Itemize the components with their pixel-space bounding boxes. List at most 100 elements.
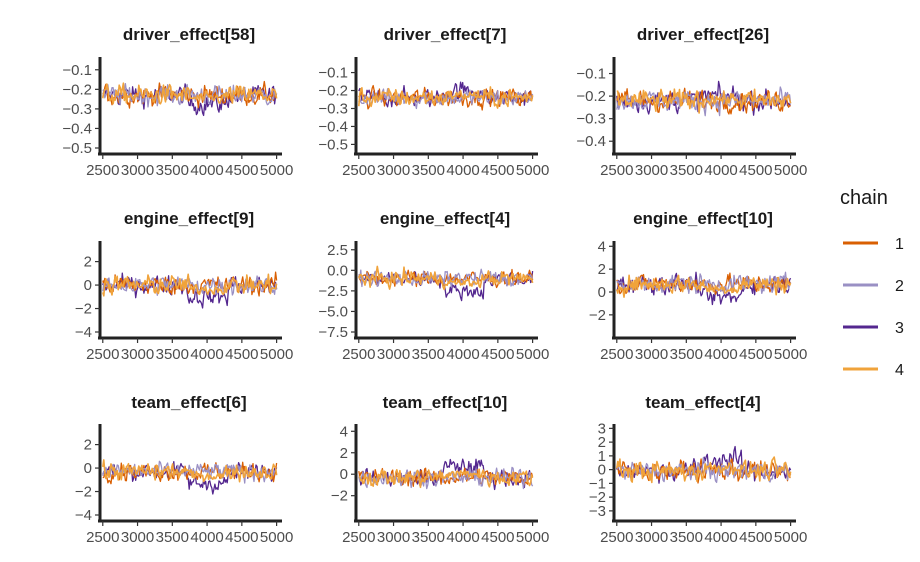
y-tick-label: −0.1 [318,65,348,82]
y-tick-label: 2 [84,254,92,271]
trace-chain-4 [616,456,792,484]
traces [358,81,534,111]
x-tick-label: 5000 [774,162,807,179]
y-tick-label: −4 [75,324,92,341]
panel-title: driver_effect[58] [123,25,255,44]
legend-label: 2 [895,278,904,295]
x-tick-label: 3500 [670,529,703,546]
x-tick-label: 2500 [86,346,119,363]
trace-chain-4 [102,459,278,483]
x-tick-label: 2500 [600,529,633,546]
y-tick-label: 2 [340,445,348,462]
panel-title: team_effect[6] [131,393,246,412]
x-tick-label: 5000 [774,529,807,546]
x-tick-label: 5000 [260,162,293,179]
panel-1: driver_effect[58] −0.1 −0.2 −0.3 −0.4 −0.5 250… [62,25,293,179]
x-tick-label: 4000 [446,162,479,179]
y-tick-label: 2 [84,437,92,454]
x-tick-label: 3000 [121,346,154,363]
x-tick-label: 3000 [377,346,410,363]
panel-title: team_effect[10] [383,393,508,412]
x-tick-label: 3500 [156,162,189,179]
panel-2: driver_effect[7] −0.1−0.2−0.3−0.4−0.5 2500… [318,25,549,179]
y-tick-label: −0.4 [318,118,348,135]
x-tick-label: 5000 [260,529,293,546]
panel-title: engine_effect[10] [633,209,773,228]
trace-chain-2 [358,268,534,288]
facet-panels: driver_effect[58]−0.1−0.2−0.3−0.4−0.5250… [62,25,807,546]
y-tick-label: 0.0 [327,262,348,279]
panel-3: driver_effect[26] −0.1 −0.2 −0.3 −0.4 2500 300… [576,25,807,179]
y-tick-label: 0 [598,284,606,301]
traces [102,459,278,495]
trace-chain-4 [616,88,792,114]
panel-6: engine_effect[10] 4 2 0 −2 2500 3000 3500 4000 45… [589,209,807,363]
x-tick-label: 2500 [600,162,633,179]
panel-title: team_effect[4] [645,393,760,412]
y-tick-label: 3 [598,420,606,437]
y-tick-label: 2 [598,261,606,278]
legend-label: 4 [895,362,904,379]
traces [102,271,278,309]
y-tick-label: 1 [598,448,606,465]
y-tick-label: −3 [589,503,606,520]
panel-4: engine_effect[9] 2 0 −2 −4 2500 3000 3500 4000 45… [75,209,293,363]
x-tick-label: 5000 [516,346,549,363]
x-tick-label: 3500 [156,529,189,546]
trace-chain-4 [358,265,534,291]
y-tick-label: −0.2 [576,88,606,105]
panel-title: driver_effect[7] [384,25,507,44]
x-tick-label: 2500 [86,529,119,546]
x-tick-label: 3500 [412,346,445,363]
panel-7: team_effect[6] 2 0 −2 −4 2500 3000 3500 4000 4500… [75,393,293,546]
panel-title: driver_effect[26] [637,25,769,44]
y-tick-label: −0.2 [318,83,348,100]
y-tick-label: −2 [589,489,606,506]
traces [358,265,534,302]
y-tick-label: −2 [589,307,606,324]
x-tick-label: 4000 [704,346,737,363]
panel-title: engine_effect[9] [124,209,254,228]
traces [616,445,792,484]
y-tick-label: 0 [598,462,606,479]
x-tick-label: 5000 [516,529,549,546]
x-tick-label: 4500 [739,529,772,546]
x-tick-label: 4500 [481,162,514,179]
x-tick-label: 3000 [121,529,154,546]
trace-chain-4 [616,274,792,298]
x-tick-label: 5000 [260,346,293,363]
trace-chain-3 [616,80,791,116]
y-tick-label: −0.3 [62,101,92,118]
x-tick-label: 2500 [600,346,633,363]
y-tick-label: 0 [84,460,92,477]
x-tick-label: 3000 [377,162,410,179]
x-tick-label: 3500 [412,162,445,179]
y-tick-label: −2 [75,301,92,318]
x-tick-label: 2500 [342,346,375,363]
x-tick-label: 4500 [739,162,772,179]
y-tick-label: 0 [84,277,92,294]
y-tick-label: −1 [589,475,606,492]
y-tick-label: 2.5 [327,242,348,259]
x-tick-label: 4500 [225,162,258,179]
x-tick-label: 4500 [225,346,258,363]
y-tick-label: −2.5 [318,283,348,300]
x-tick-label: 3000 [635,162,668,179]
y-tick-label: 4 [598,238,606,255]
trace-chain-4 [358,468,534,489]
y-tick-label: −0.4 [62,120,92,137]
x-tick-label: 2500 [342,162,375,179]
y-tick-label: −2 [75,484,92,501]
x-tick-label: 4500 [481,346,514,363]
trace-chain-2 [616,457,792,484]
x-tick-label: 3000 [121,162,154,179]
chain-legend: chain 1 2 3 4 [840,187,904,379]
x-tick-label: 3500 [670,346,703,363]
x-tick-label: 3000 [635,346,668,363]
x-tick-label: 2500 [342,529,375,546]
x-tick-label: 4500 [739,346,772,363]
x-tick-label: 3500 [670,162,703,179]
trace-chain-4 [358,86,534,109]
panel-title: engine_effect[4] [380,209,510,228]
